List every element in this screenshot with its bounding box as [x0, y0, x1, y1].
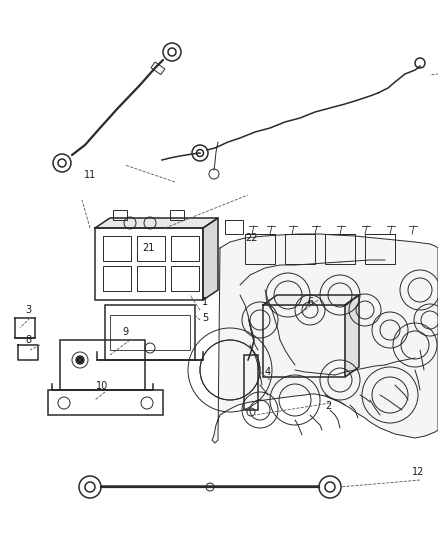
Bar [171, 266, 199, 291]
Polygon shape [263, 295, 359, 305]
Bar [110, 315, 190, 350]
Bar [365, 234, 395, 264]
Text: 12: 12 [412, 467, 424, 477]
Text: 9: 9 [122, 327, 128, 337]
Bar [171, 236, 199, 261]
Polygon shape [345, 295, 359, 377]
Circle shape [76, 356, 84, 364]
Bar [137, 236, 165, 261]
Polygon shape [95, 218, 218, 228]
Bar [48, 390, 163, 415]
Bar [285, 234, 315, 264]
Bar [113, 210, 127, 220]
Bar [151, 62, 165, 75]
Text: 4: 4 [265, 367, 271, 377]
Bar [245, 234, 275, 264]
Text: 10: 10 [96, 381, 108, 391]
Bar [244, 355, 258, 410]
Bar [137, 266, 165, 291]
Bar [263, 305, 345, 377]
Text: 3: 3 [25, 305, 31, 315]
Text: 11: 11 [84, 170, 96, 180]
Bar [103, 236, 131, 261]
Polygon shape [212, 234, 438, 443]
Text: 6: 6 [307, 297, 313, 307]
Polygon shape [203, 218, 218, 300]
Bar [225, 220, 243, 234]
Text: 1: 1 [202, 297, 208, 307]
Bar [60, 340, 145, 390]
Bar [95, 228, 203, 300]
Text: 2: 2 [325, 401, 331, 411]
Bar [105, 305, 195, 360]
Text: 5: 5 [202, 313, 208, 323]
Bar [325, 234, 355, 264]
Text: 22: 22 [246, 233, 258, 243]
Text: 8: 8 [25, 335, 31, 345]
Bar [170, 210, 184, 220]
Bar [103, 266, 131, 291]
Text: 21: 21 [142, 243, 154, 253]
